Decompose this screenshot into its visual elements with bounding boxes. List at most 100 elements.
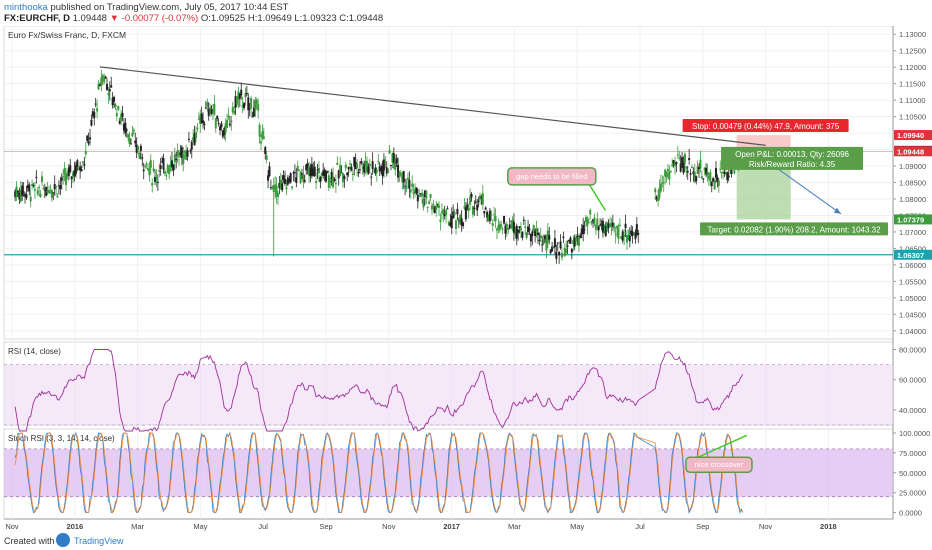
tradingview-brand[interactable]: TradingView [74,536,124,546]
candle-body [500,224,503,227]
candle-body [291,186,294,189]
candle-body [308,165,311,176]
candle-body [128,138,131,145]
gap-callout-text: gap needs to be filled [516,172,587,181]
candle-body [614,233,617,235]
author-link[interactable]: minthooka [4,2,48,13]
candle-body [460,218,463,226]
candle-body [604,225,607,236]
candle-body [442,209,445,215]
candle-body [252,107,255,117]
candle-body [555,252,558,259]
candle-body [450,215,453,229]
candle-body [118,120,121,124]
candle-body [611,222,614,227]
candle-body [322,170,325,176]
candle-body [267,175,270,181]
candle-body [73,170,76,176]
candle-body [66,174,69,176]
candle-body [385,167,388,174]
x-tick-label: Sep [319,522,332,531]
candle-body [727,175,730,178]
x-tick-label: 2017 [443,522,460,531]
candle-body [195,132,198,139]
candle-body [261,131,264,139]
candle-body [207,108,210,116]
candle-body [197,118,200,120]
candle-body [599,224,602,226]
candle-body [435,205,438,211]
x-tick-label: May [570,522,584,531]
candle-body [573,237,576,247]
y-tick-label: 1.08500 [899,179,926,188]
candle-body [527,226,530,233]
candle-body [378,166,381,172]
candle-body [103,78,106,83]
candle-body [552,247,555,249]
candle-body [108,89,111,92]
price-tag [894,214,932,225]
candle-body [603,231,606,233]
candles [14,69,744,264]
candle-body [168,167,171,175]
candle-body [388,150,391,154]
candle-body [163,170,166,174]
candle-body [52,192,55,194]
candle-body [84,150,87,155]
candle-body [658,187,661,198]
candle-body [616,225,619,229]
target-label-box [700,222,889,236]
candle-body [717,180,720,186]
candle-body [470,193,473,198]
candle-body [260,141,263,144]
candle-body [613,226,616,229]
candle-body [371,161,374,169]
stop-label: Stop: 0.00479 (0.44%) 47.9, Amount: 375 [692,122,840,131]
candle-body [443,213,446,217]
x-tick-label: 2018 [820,522,837,531]
candle-body [244,92,247,98]
candle-body [428,201,431,204]
chart-canvas[interactable]: Nov 2016 Mar May Jul Sep Nov 2017 Mar May Jul Sep No… [0,26,932,531]
candle-body [101,75,104,81]
candle-body [363,163,366,173]
candle-body [326,170,329,172]
candle-body [664,169,667,177]
candle-body [409,189,412,193]
candle-body [320,172,323,176]
candle-body [423,190,426,198]
candle-body [319,176,322,182]
candle-body [481,193,484,205]
candle-body [370,176,373,178]
candle-body [169,164,172,168]
candle-body [447,221,450,226]
candle-body [415,187,418,194]
candle-body [55,186,58,188]
candle-body [675,162,678,165]
candle-body [389,165,392,167]
candle-body [162,157,165,170]
entry-label-box [721,146,864,170]
candle-body [145,163,148,165]
candle-body [486,211,489,218]
candle-body [275,185,278,197]
candle-body [473,207,476,210]
candle-body [477,200,480,202]
candle-body [315,180,318,183]
candle-body [497,225,500,230]
candle-body [445,210,448,215]
candle-body [491,223,494,226]
candle-body [89,137,92,140]
candle-body [337,170,340,179]
candle-body [121,112,124,117]
candle-body [452,211,455,218]
candle-body [411,183,414,187]
candle-body [356,163,359,169]
candle-body [519,228,522,231]
candle-body [679,163,682,172]
candle-body [180,147,183,158]
candle-body [91,111,94,116]
candle-body [655,196,658,200]
candle-body [471,206,474,215]
candle-body [723,172,726,174]
